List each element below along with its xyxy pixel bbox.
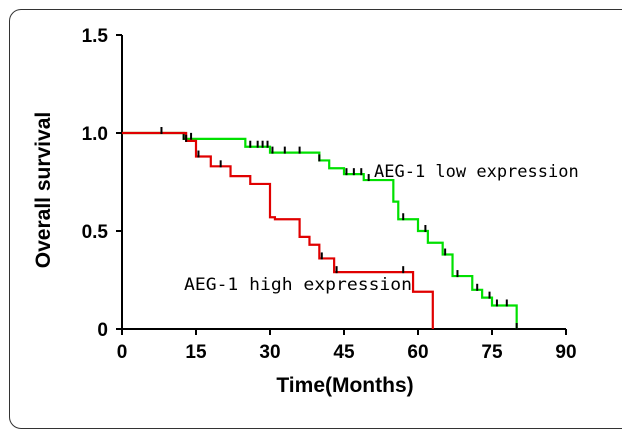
high-expression-label: AEG-1 high expression	[184, 275, 412, 295]
low-expression-curve	[122, 131, 518, 329]
series-layer	[122, 127, 518, 330]
x-tick-label: 45	[333, 342, 355, 363]
y-tick-label: 0.5	[82, 222, 109, 243]
x-axis-title: Time(Months)	[276, 374, 413, 397]
x-tick-label: 75	[481, 342, 503, 363]
x-tick-label: 30	[259, 342, 280, 363]
y-tick-label: 1.0	[82, 124, 108, 145]
y-tick-label: 1.5	[82, 26, 109, 47]
x-tick-label: 15	[185, 342, 207, 363]
low-expression-label: AEG-1 low expression	[374, 162, 579, 182]
y-axis-title: Overall survival	[32, 112, 55, 268]
x-tick-label: 60	[407, 342, 428, 363]
x-tick-label: 0	[117, 342, 128, 363]
survival-chart: 0 15 30 45 60 75 90 0 0.5 1.0 1.5 Overall survival…	[32, 26, 579, 397]
y-tick-label: 0	[97, 320, 108, 341]
axes: 0 15 30 45 60 75 90 0 0.5 1.0 1.5	[82, 26, 577, 363]
x-tick-label: 90	[555, 342, 576, 363]
high-expression-curve	[122, 131, 434, 329]
